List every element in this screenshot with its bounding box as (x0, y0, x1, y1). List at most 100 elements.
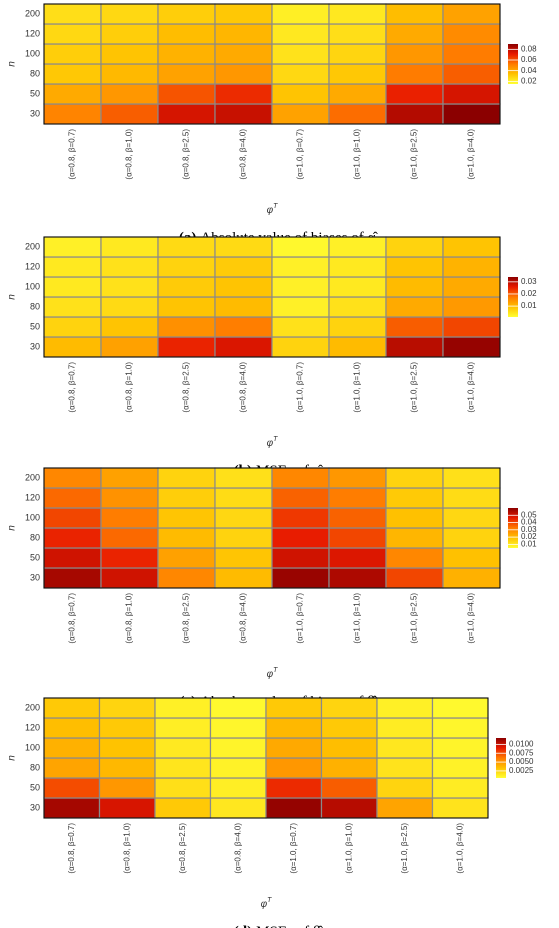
heat-cell (154, 777, 212, 799)
heat-cell (214, 103, 273, 125)
heat-cell (271, 256, 330, 278)
heat-cell (43, 567, 102, 589)
heat-cell (43, 296, 102, 318)
heat-cell (385, 103, 444, 125)
heat-cell (100, 63, 159, 85)
x-axis-label-sup: T (267, 897, 272, 904)
heat-cell (209, 697, 267, 719)
heat-cell (328, 336, 387, 358)
heat-cell (271, 527, 330, 549)
heat-cell (214, 43, 273, 65)
heat-cell (157, 487, 216, 509)
heat-cell (157, 236, 216, 258)
heat-cell (214, 23, 273, 45)
heat-cell (100, 547, 159, 569)
x-tick-label: (α=1.0, β=1.0) (353, 129, 362, 180)
heat-cell (43, 256, 102, 278)
x-tick-label: (α=0.8, β=2.5) (182, 593, 191, 644)
heat-cell (209, 717, 267, 739)
heat-cell (328, 23, 387, 45)
x-tick-label: (α=1.0, β=0.7) (296, 362, 305, 413)
heat-cell (209, 797, 267, 819)
x-axis-label-base: φ (267, 205, 274, 216)
y-tick-label: 120 (25, 722, 40, 732)
heat-cell (442, 336, 501, 358)
heat-cell (43, 527, 102, 549)
x-tick-label: (α=0.8, β=4.0) (239, 129, 248, 180)
heat-cell (214, 567, 273, 589)
colorbar-tick-label: 0.02 (521, 289, 537, 298)
heat-cell (328, 256, 387, 278)
heat-cell (157, 63, 216, 85)
heat-cell (328, 3, 387, 25)
heat-cell (100, 567, 159, 589)
heat-cell (214, 547, 273, 569)
y-tick-label: 120 (25, 261, 40, 271)
heat-cell (271, 336, 330, 358)
x-tick-label: (α=0.8, β=4.0) (233, 823, 242, 874)
heat-cell (328, 296, 387, 318)
heat-cell (209, 737, 267, 759)
heat-cell (100, 83, 159, 105)
colorbar-tick-label: 0.04 (521, 66, 537, 75)
plot-frame (43, 467, 501, 589)
heat-cell (43, 507, 102, 529)
heat-cell (214, 236, 273, 258)
heat-cell (320, 757, 378, 779)
y-tick-label: 100 (25, 48, 40, 58)
heat-cell (43, 276, 102, 298)
colorbar-tick-label: 0.05 (521, 510, 537, 519)
heat-cell (43, 23, 102, 45)
y-tick-label: 50 (30, 552, 40, 562)
colorbar (508, 277, 518, 317)
heat-cell (431, 697, 489, 719)
colorbar-tick-label: 0.0050 (509, 757, 534, 766)
heat-cell (442, 3, 501, 25)
heat-cell (271, 63, 330, 85)
heat-cell (100, 103, 159, 125)
heat-cell (154, 797, 212, 819)
heat-cell (271, 487, 330, 509)
y-tick-label: 80 (30, 301, 40, 311)
heat-cell (328, 103, 387, 125)
heat-cell (157, 336, 216, 358)
heat-cell (328, 467, 387, 489)
heat-cell (431, 737, 489, 759)
x-axis-label-sup: T (273, 203, 278, 210)
heat-cell (100, 23, 159, 45)
x-axis-label: φT (267, 667, 279, 680)
heat-cell (431, 797, 489, 819)
x-axis-label-sup: T (273, 667, 278, 674)
caption-text: MSEs of β̂. (256, 924, 324, 928)
x-tick-label: (α=0.8, β=4.0) (239, 362, 248, 413)
heat-cell (385, 336, 444, 358)
heat-cell (328, 507, 387, 529)
heat-cell (43, 697, 101, 719)
heat-cell (376, 717, 434, 739)
y-axis-label: n (7, 61, 18, 67)
heat-cell (320, 717, 378, 739)
colorbar-tick-label: 0.08 (521, 44, 537, 53)
y-tick-label: 50 (30, 88, 40, 98)
colorbar-tick-label: 0.03 (521, 525, 537, 534)
heat-cell (271, 316, 330, 338)
x-tick-label: (α=1.0, β=4.0) (467, 129, 476, 180)
heat-cell (442, 256, 501, 278)
heat-cell (43, 316, 102, 338)
heat-cell (157, 256, 216, 278)
x-tick-label: (α=0.8, β=0.7) (67, 823, 76, 874)
heat-cell (320, 777, 378, 799)
heat-cell (98, 757, 156, 779)
heat-cell (271, 23, 330, 45)
heat-cell (385, 256, 444, 278)
heat-cell (43, 336, 102, 358)
heat-cell (100, 527, 159, 549)
heat-cell (43, 547, 102, 569)
x-tick-label: (α=0.8, β=0.7) (68, 362, 77, 413)
heat-cell (157, 3, 216, 25)
x-tick-label: (α=1.0, β=4.0) (467, 362, 476, 413)
x-tick-label: (α=1.0, β=4.0) (455, 823, 464, 874)
x-tick-label: (α=1.0, β=1.0) (353, 593, 362, 644)
heat-cell (271, 276, 330, 298)
colorbar-tick-label: 0.0100 (509, 739, 534, 748)
